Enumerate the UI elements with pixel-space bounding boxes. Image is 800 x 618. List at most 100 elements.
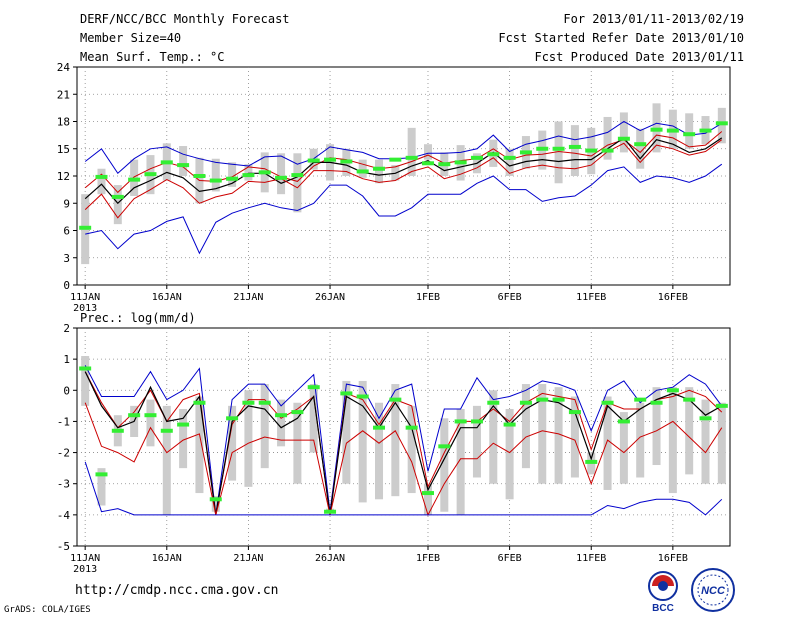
temp-ensemble-box: [603, 116, 612, 160]
prec-ensemble-box: [685, 387, 694, 475]
prec-panel: -5 -4 -3 -2 -1 0 1 2 11JAN 16JAN 21JAN 26JAN 1FEB 6FE…: [57, 322, 731, 575]
grads-credit: GrADS: COLA/IGES: [4, 605, 91, 615]
temp-line-p10: [84, 139, 723, 219]
temp-observed-marker: [536, 146, 549, 151]
prec-observed-marker: [389, 397, 402, 402]
temp-ensemble-box: [685, 113, 694, 149]
prec-observed-marker: [568, 410, 581, 415]
prec-line-p90: [84, 371, 723, 515]
prec-observed-marker: [177, 422, 190, 427]
temp-ytick-label: 3: [63, 252, 70, 265]
temp-observed-marker: [226, 176, 239, 181]
temp-xtick-label: 6FEB: [498, 292, 522, 303]
temp-xtick-label: 21JAN: [233, 292, 263, 303]
prec-observed-marker: [242, 400, 255, 405]
prec-observed-marker: [421, 491, 434, 496]
prec-ensemble-box: [603, 396, 612, 490]
prec-ensemble-box: [260, 384, 269, 469]
prec-ensemble-box: [211, 496, 220, 512]
prec-xtick-label: 1FEB: [416, 553, 440, 564]
temp-observed-marker: [405, 155, 418, 160]
prec-xtick-label: 21JAN: [233, 553, 263, 564]
prec-ensemble-box: [636, 402, 645, 478]
temp-observed-marker: [307, 158, 320, 163]
temp-observed-marker: [177, 163, 190, 168]
prec-xtick-label: 6FEB: [498, 553, 522, 564]
temp-panel: 0 3 6 9 12 15 18 21 24 11JAN 16JAN 21JAN 26JAN 1FEB 6F…: [57, 61, 731, 314]
prec-ensemble-box: [570, 396, 579, 478]
temp-observed-marker: [291, 173, 304, 178]
prec-ensemble-box: [652, 387, 661, 466]
forecast-period: For 2013/01/11-2013/02/19: [563, 12, 744, 26]
temp-observed-marker: [373, 166, 386, 171]
temp-ensemble-box: [293, 153, 302, 213]
temp-observed-marker: [519, 150, 532, 155]
prec-ensemble-box: [228, 405, 237, 481]
temp-observed-marker: [503, 155, 516, 160]
temp-observed-marker: [356, 169, 369, 174]
prec-line-mean: [84, 371, 723, 516]
temp-variable-label: Mean Surf. Temp.: °C: [80, 50, 225, 64]
temp-ensemble-box: [97, 168, 106, 195]
prec-observed-marker: [79, 366, 92, 371]
prec-observed-marker: [340, 391, 353, 396]
prec-ensemble-box: [717, 402, 726, 484]
source-url[interactable]: http://cmdp.ncc.cma.gov.cn: [75, 583, 279, 598]
prec-ensemble-box: [505, 408, 514, 500]
temp-observed-marker: [242, 173, 255, 178]
temp-ensemble-box: [423, 144, 432, 160]
temp-line-mean: [84, 137, 723, 205]
prec-observed-marker: [536, 397, 549, 402]
temp-ytick-label: 24: [57, 61, 71, 74]
temp-observed-marker: [79, 225, 92, 230]
prec-ensemble-box: [277, 399, 286, 447]
prec-ytick-label: -2: [57, 447, 70, 460]
temp-observed-marker: [209, 178, 222, 183]
prec-ensemble-box: [195, 396, 204, 494]
temp-ytick-label: 0: [63, 279, 70, 292]
prec-observed-marker: [226, 416, 239, 421]
temp-observed-marker: [160, 160, 173, 165]
prec-observed-marker: [258, 400, 271, 405]
temp-ensemble-box: [113, 185, 122, 225]
bcc-logo: BCC: [648, 571, 678, 614]
temp-observed-marker: [193, 174, 206, 178]
ncc-logo-text: NCC: [701, 585, 726, 597]
temp-observed-marker: [128, 177, 141, 182]
prec-observed-marker: [111, 428, 124, 433]
forecast-start-date: Fcst Started Refer Date 2013/01/10: [498, 31, 744, 45]
prec-ytick-label: -5: [57, 540, 70, 553]
temp-ensemble-box: [717, 107, 726, 144]
prec-ensemble-box: [521, 384, 530, 469]
prec-ensemble-box: [81, 356, 90, 406]
prec-observed-marker: [487, 400, 500, 405]
prec-ensemble-box: [619, 412, 628, 484]
prec-ensemble-box: [342, 380, 351, 484]
prec-xtick-label: 11FEB: [576, 553, 606, 564]
bcc-logo-text: BCC: [652, 603, 674, 614]
temp-ensemble-box: [636, 128, 645, 169]
prec-xtick-label: 11JAN: [70, 553, 100, 564]
prec-observed-marker: [552, 397, 565, 402]
prec-line-min: [84, 461, 723, 516]
prec-observed-marker: [650, 400, 663, 405]
prec-ytick-label: -3: [57, 478, 70, 491]
prec-ensemble-box: [309, 384, 318, 453]
prec-line-max: [84, 365, 723, 515]
temp-observed-marker: [421, 161, 434, 166]
temp-line-max: [84, 120, 723, 175]
prec-observed-marker: [666, 388, 679, 393]
prec-observed-marker: [683, 397, 696, 402]
prec-ytick-label: 1: [63, 353, 70, 366]
temp-xtick-label: 16FEB: [658, 292, 688, 303]
temp-ensemble-box: [375, 159, 384, 184]
temp-observed-marker: [568, 144, 581, 149]
prec-ytick-label: -1: [57, 415, 70, 428]
temp-observed-marker: [617, 136, 630, 141]
temp-xtick-label: 1FEB: [416, 292, 440, 303]
prec-ensemble-box: [668, 387, 677, 494]
prec-observed-marker: [470, 419, 483, 424]
prec-xtick-label: 26JAN: [315, 553, 345, 564]
prec-observed-marker: [503, 422, 516, 427]
temp-ensemble-box: [505, 148, 514, 176]
